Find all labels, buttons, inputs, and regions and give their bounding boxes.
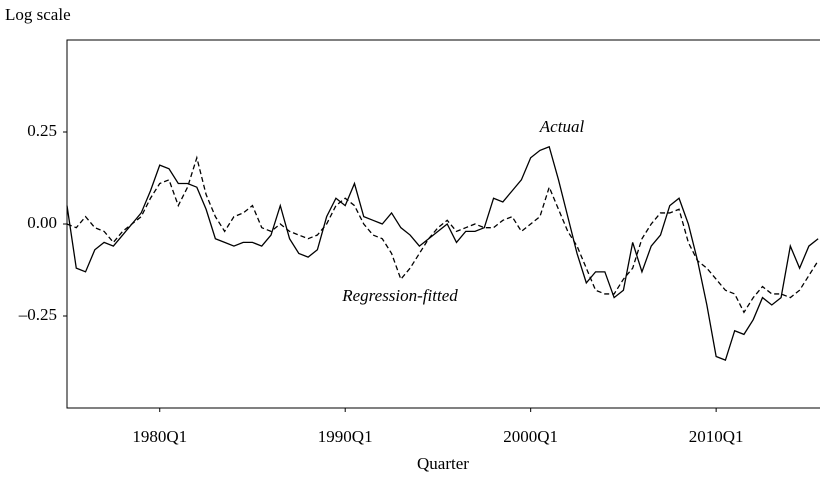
series-line xyxy=(66,145,819,362)
x-tick-label: 2010Q1 xyxy=(689,427,744,446)
x-tick-label: 1980Q1 xyxy=(132,427,187,446)
annotation: Regression-fitted xyxy=(341,286,458,305)
y-axis-label: Log scale xyxy=(5,5,71,24)
series-line xyxy=(66,155,819,314)
y-tick-label: 0.25 xyxy=(27,121,57,140)
annotation: Actual xyxy=(539,117,585,136)
y-tick-label: 0.00 xyxy=(27,213,57,232)
x-tick-label: 2000Q1 xyxy=(503,427,558,446)
y-tick-label: –0.25 xyxy=(18,305,57,324)
x-tick-label: 1990Q1 xyxy=(318,427,373,446)
x-axis-label: Quarter xyxy=(417,454,469,473)
